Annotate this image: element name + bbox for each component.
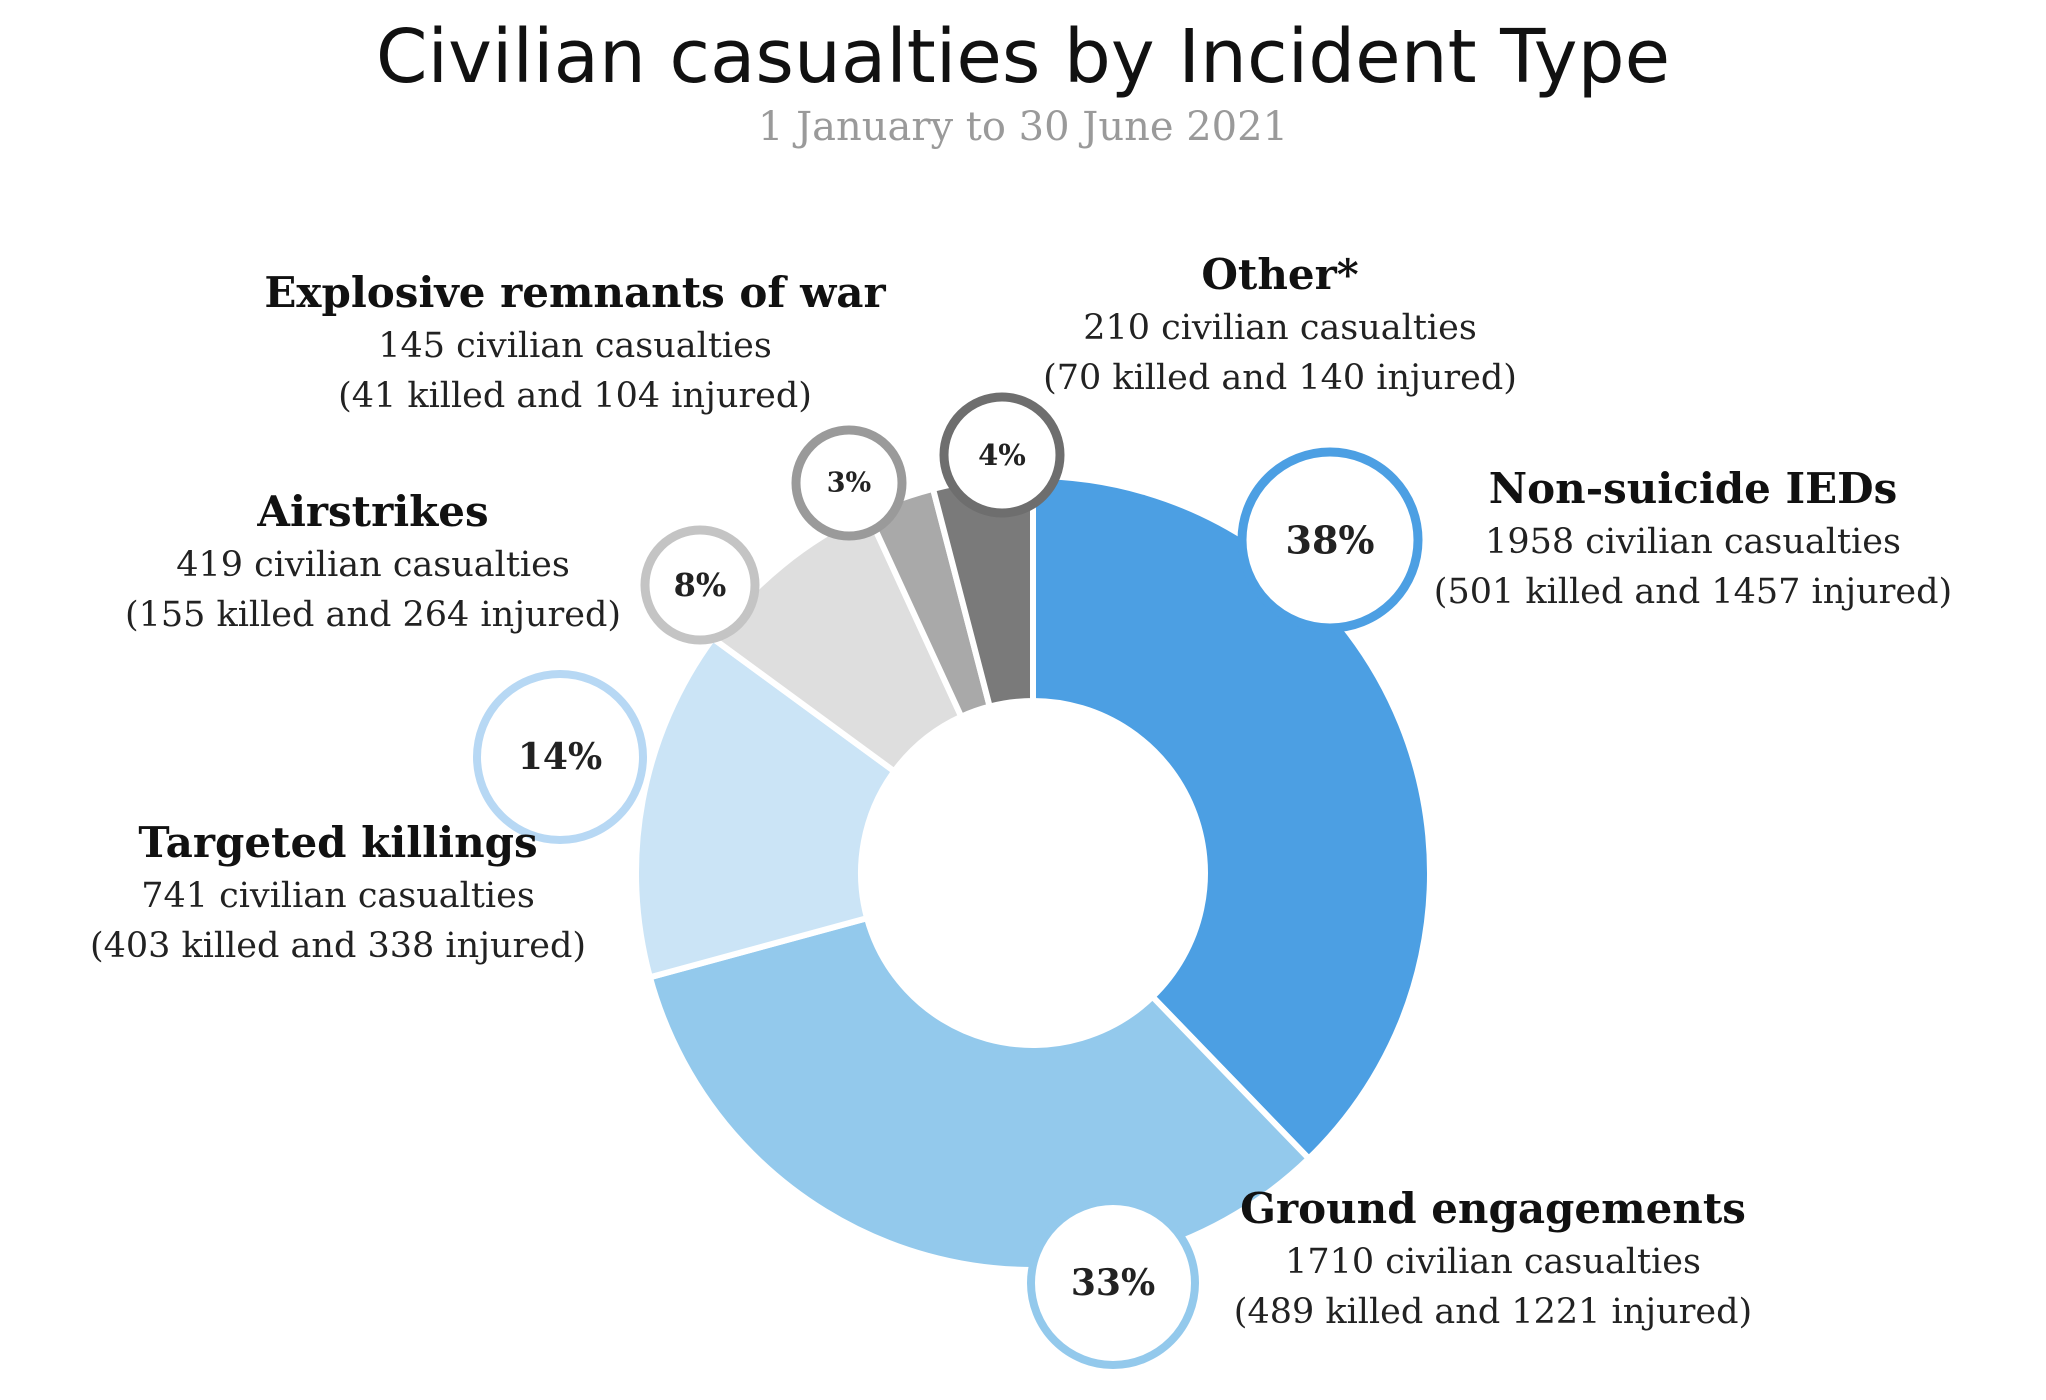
chart-title: Civilian casualties by Incident Type [375,14,1671,100]
killed-injured-detail: (403 killed and 338 injured) [90,926,586,966]
slice-name: Airstrikes [256,487,488,536]
percent-badge-targeted-killings: 14% [473,670,647,844]
killed-injured-detail: (155 killed and 264 injured) [125,595,621,635]
label-block-airstrikes: Airstrikes 419 civilian casualties (155 ki… [125,487,621,635]
slice-name: Non-suicide IEDs [1489,464,1897,513]
slice-targeted-killings [633,634,899,981]
label-block-non-suicide-ieds: Non-suicide IEDs 1958 civilian casualties… [1434,464,1952,612]
percent-badge-ring [1027,1197,1199,1369]
percent-badge-airstrikes: 8% [640,525,760,645]
slice-name: Other* [1201,250,1358,299]
percent-label: 33% [1071,1262,1155,1304]
killed-injured-detail: (41 killed and 104 injured) [338,376,812,416]
percent-badge-non-suicide-ieds: 38% [1237,447,1423,633]
slice-name: Targeted killings [138,818,537,867]
percent-badge-ring [640,525,760,645]
percent-badge-ring [791,425,907,541]
percent-badge-other: 4% [939,392,1065,518]
casualties-count: 210 civilian casualties [1083,308,1477,348]
percent-badge-ground-engagements: 33% [1027,1197,1199,1369]
percent-badge-ring [939,392,1065,518]
label-block-ground-engagements: Ground engagements 1710 civilian casualti… [1234,1184,1752,1332]
label-block-targeted-killings: Targeted killings 741 civilian casualties… [90,818,586,966]
killed-injured-detail: (70 killed and 140 injured) [1043,358,1517,398]
percent-label: 8% [674,566,727,604]
casualties-count: 145 civilian casualties [378,326,772,366]
label-block-explosive-remnants-of-war: Explosive remnants of war 145 civilian ca… [264,268,886,416]
percent-badge-ring [473,670,647,844]
slice-name: Explosive remnants of war [264,268,886,317]
percent-label: 14% [518,736,602,778]
percent-label: 4% [978,438,1026,472]
percent-label: 38% [1286,518,1375,563]
casualties-count: 1958 civilian casualties [1485,522,1901,562]
killed-injured-detail: (489 killed and 1221 injured) [1234,1292,1752,1332]
label-block-other: Other* 210 civilian casualties (70 killed … [1043,250,1517,398]
percent-badge-ring [1237,447,1423,633]
slice-name: Ground engagements [1240,1184,1746,1233]
casualties-count: 741 civilian casualties [141,876,535,916]
percent-badge-explosive-remnants-of-war: 3% [791,425,907,541]
casualties-count: 419 civilian casualties [176,545,570,585]
chart-subtitle: 1 January to 30 June 2021 [757,104,1289,150]
killed-injured-detail: (501 killed and 1457 injured) [1434,572,1952,612]
casualties-count: 1710 civilian casualties [1285,1242,1701,1282]
percent-label: 3% [827,468,871,499]
